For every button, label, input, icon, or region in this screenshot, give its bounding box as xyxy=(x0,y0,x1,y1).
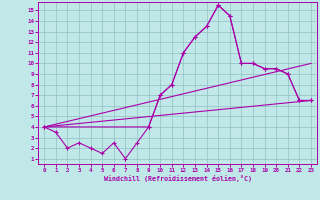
X-axis label: Windchill (Refroidissement éolien,°C): Windchill (Refroidissement éolien,°C) xyxy=(104,175,252,182)
